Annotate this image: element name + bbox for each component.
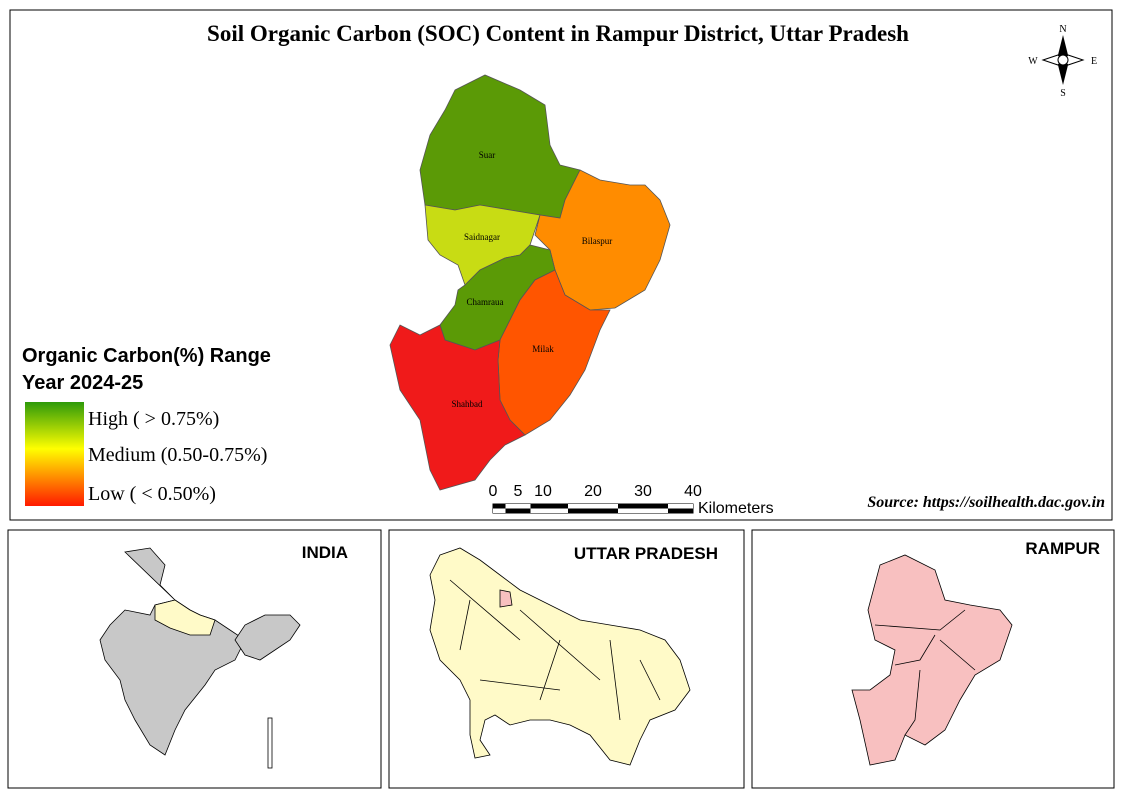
scale-segment (543, 508, 568, 513)
scale-segment (530, 504, 543, 509)
scale-tick-label: 30 (634, 483, 652, 500)
scale-segment (493, 504, 506, 509)
inset-label: UTTAR PRADESH (574, 544, 718, 563)
title: Soil Organic Carbon (SOC) Content in Ram… (207, 21, 909, 46)
legend-ramp (25, 402, 84, 506)
region (534, 169, 671, 311)
scale-segment (668, 504, 693, 509)
scale-tick-label: 0 (489, 483, 498, 500)
region-label: Shahbad (452, 399, 483, 409)
region-label: Bilaspur (582, 236, 613, 246)
scale-tick-label: 20 (584, 483, 602, 500)
legend-item: High ( > 0.75%) (88, 408, 219, 430)
scale-segment (530, 508, 543, 513)
scale-segment (593, 508, 618, 513)
legend-item: Medium (0.50-0.75%) (88, 444, 267, 466)
scale-segment (505, 504, 518, 509)
legend-item: Low ( < 0.50%) (88, 483, 216, 505)
region-label: Saidnagar (464, 232, 500, 242)
inset-label: INDIA (302, 543, 348, 562)
legend-subtitle: Year 2024-25 (22, 372, 143, 394)
compass-w: W (1028, 56, 1038, 67)
scale-segment (505, 508, 518, 513)
scale-segment (643, 504, 668, 509)
scale-segment (518, 508, 531, 513)
scale-segment (493, 508, 506, 513)
up-map (429, 547, 691, 766)
compass-n: N (1059, 24, 1066, 35)
legend-title: Organic Carbon(%) Range (22, 345, 271, 367)
scale-tick-label: 10 (534, 483, 552, 500)
scale-segment (518, 504, 531, 509)
scale-segment (543, 504, 568, 509)
region-label: Milak (532, 344, 554, 354)
rampur-inset (851, 554, 1013, 766)
inset-label: RAMPUR (1025, 539, 1100, 558)
region (389, 324, 526, 491)
compass: N S E W (1028, 24, 1097, 99)
scale-segment (618, 504, 643, 509)
scale-tick-label: 5 (514, 483, 523, 500)
source: Source: https://soilhealth.dac.gov.in (867, 494, 1105, 511)
region-label: Suar (479, 150, 496, 160)
compass-s: S (1060, 88, 1066, 99)
scale-segment (568, 504, 593, 509)
india-map (99, 547, 301, 769)
district-map: Suar Saidnagar Bilaspur Chamraua Milak Shahba… (389, 74, 671, 491)
scale-tick-label: 40 (684, 483, 702, 500)
scale-segment (643, 508, 668, 513)
scale-segment (568, 508, 593, 513)
scale-segment (618, 508, 643, 513)
compass-e: E (1091, 56, 1097, 67)
scale-segment (668, 508, 693, 513)
region-label: Chamraua (467, 297, 504, 307)
scale-segment (593, 504, 618, 509)
scale-unit: Kilometers (698, 500, 774, 517)
